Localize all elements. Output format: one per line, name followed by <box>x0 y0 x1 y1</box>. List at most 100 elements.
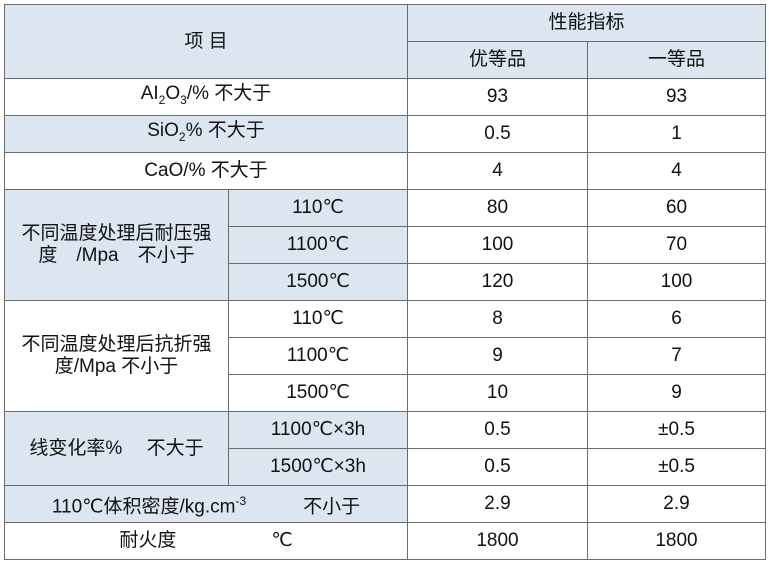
value-cell: 1800 <box>407 522 588 560</box>
label-text: CaO/% 不大于 <box>144 160 268 181</box>
value-cell: 6 <box>586 300 767 338</box>
value-cell: 0.5 <box>407 448 588 486</box>
value-cell: 10 <box>407 374 588 412</box>
item-label: 110℃体积密度/kg.cm-3 不小于 <box>4 485 408 523</box>
condition-text: 1100℃×3h <box>270 419 366 440</box>
value-cell-text: 4 <box>492 160 503 181</box>
label-text: O <box>165 83 181 105</box>
item-row: CaO/% 不大于 4 4 <box>4 152 767 190</box>
value-cell-text: 10 <box>486 382 509 403</box>
grade-header-text: 优等品 <box>468 49 526 70</box>
item-label: AI2O3/% 不大于 <box>4 78 408 116</box>
item-row: AI2O3/% 不大于 93 93 <box>4 78 767 116</box>
spec-table: 项 目性能指标 优等品 一等品 AI2O3/% 不大于 93 93 SiO2% 不大于 0.5… <box>4 4 767 560</box>
table-wrap: 项 目性能指标 优等品 一等品 AI2O3/% 不大于 93 93 SiO2% 不大于 0.5… <box>4 4 767 560</box>
condition-text: 1500℃ <box>286 271 350 292</box>
value-cell-text: 4 <box>671 160 682 181</box>
value-cell: 93 <box>586 78 767 116</box>
value-cell-text: 2.9 <box>484 493 511 514</box>
grade-header: 优等品 <box>407 41 588 79</box>
value-cell-text: 6 <box>671 308 682 329</box>
value-cell-text: 8 <box>492 308 503 329</box>
value-cell: 70 <box>586 226 767 264</box>
value-cell-text: 1800 <box>655 530 698 551</box>
label-text: 不小于 <box>246 496 361 518</box>
value-cell-text: 9 <box>492 345 503 366</box>
label-text: SiO <box>147 120 179 142</box>
condition-text: 110℃ <box>292 197 344 218</box>
value-cell-text: 93 <box>665 86 688 107</box>
group-row: 1500℃ 120 100 <box>5 263 767 301</box>
value-cell: 9 <box>586 374 767 412</box>
value-cell: ±0.5 <box>586 411 767 449</box>
value-cell-text: 1800 <box>476 530 519 551</box>
value-cell: 93 <box>407 78 588 116</box>
group-row: 1100℃ 9 7 <box>5 337 767 375</box>
condition: 110℃ <box>228 300 408 338</box>
value-cell: 0.5 <box>407 115 588 153</box>
value-cell-text: ±0.5 <box>658 456 695 477</box>
subscript: 2 <box>158 92 166 107</box>
value-cell: 2.9 <box>586 485 767 523</box>
subscript: 3 <box>180 92 187 107</box>
item-label: 耐火度 ℃ <box>4 522 408 560</box>
value-cell-text: 100 <box>481 234 514 255</box>
condition: 1100℃ <box>228 337 408 375</box>
condition: 1100℃×3h <box>228 411 408 449</box>
value-cell-text: 80 <box>486 197 509 218</box>
grade-row: 优等品 一等品 <box>5 41 767 79</box>
item-header-text: 项 目 <box>184 30 228 52</box>
group-label-text: 不同温度处理后耐压强度 /Mpa 不小于 <box>21 223 212 266</box>
item-row: SiO2% 不大于 0.5 1 <box>4 115 767 153</box>
superscript: -3 <box>235 493 247 508</box>
group-row: 不同温度处理后抗折强度/Mpa 不小于 110℃ 8 6 <box>4 300 767 412</box>
value-cell: 100 <box>407 226 588 264</box>
label-text: /% 不大于 <box>186 83 272 105</box>
value-cell-text: 1 <box>671 123 682 144</box>
value-cell-text: ±0.5 <box>658 419 695 440</box>
group-label-text: 不同温度处理后抗折强度/Mpa 不小于 <box>21 334 212 377</box>
label-text: AI <box>140 83 159 105</box>
value-cell: 7 <box>586 337 767 375</box>
value-cell-text: 100 <box>660 271 693 292</box>
group-label: 线变化率% 不大于 <box>4 411 229 486</box>
value-cell: 0.5 <box>407 411 588 449</box>
value-cell: 9 <box>407 337 588 375</box>
label-text: 耐火度 ℃ <box>119 530 293 551</box>
value-cell-text: 7 <box>671 345 682 366</box>
header-row: 项 目 性能指标 <box>4 4 767 79</box>
group-label: 不同温度处理后抗折强度/Mpa 不小于 <box>4 300 229 412</box>
condition: 1500℃×3h <box>228 448 408 486</box>
group-label-text: 线变化率% 不大于 <box>29 437 204 459</box>
value-cell: 8 <box>407 300 588 338</box>
value-cell-text: 0.5 <box>484 456 511 477</box>
grade-header: 一等品 <box>586 41 767 79</box>
spec-header-text: 性能指标 <box>548 12 625 33</box>
item-row: 110℃体积密度/kg.cm-3 不小于 2.9 2.9 <box>4 485 767 523</box>
condition-text: 1500℃×3h <box>270 456 366 477</box>
label-text: 110℃体积密度/kg.cm <box>51 496 236 518</box>
group-label: 不同温度处理后耐压强度 /Mpa 不小于 <box>4 189 229 301</box>
value-cell: 2.9 <box>407 485 588 523</box>
value-cell-text: 93 <box>486 86 509 107</box>
value-cell-text: 120 <box>481 271 514 292</box>
value-cell-text: 0.5 <box>484 123 511 144</box>
item-row: 耐火度 ℃ 1800 1800 <box>4 522 767 560</box>
value-cell: 120 <box>407 263 588 301</box>
group-row: 不同温度处理后耐压强度 /Mpa 不小于 110℃ 80 60 <box>4 189 767 301</box>
value-cell-text: 70 <box>665 234 688 255</box>
condition-text: 110℃ <box>292 308 344 329</box>
value-cell-text: 2.9 <box>663 493 690 514</box>
condition-text: 1500℃ <box>286 382 350 403</box>
group-row: 线变化率% 不大于 1100℃×3h 0.5 ±0.5 <box>4 411 767 486</box>
condition: 1500℃ <box>228 374 408 412</box>
value-cell: 4 <box>407 152 588 190</box>
item-label: CaO/% 不大于 <box>4 152 408 190</box>
value-cell: 4 <box>586 152 767 190</box>
spec-header: 性能指标 <box>406 4 767 42</box>
grade-header-text: 一等品 <box>648 49 706 70</box>
item-label: SiO2% 不大于 <box>4 115 408 153</box>
group-row: 1100℃ 100 70 <box>5 226 767 264</box>
value-cell-text: 0.5 <box>484 419 511 440</box>
condition: 1500℃ <box>228 263 408 301</box>
